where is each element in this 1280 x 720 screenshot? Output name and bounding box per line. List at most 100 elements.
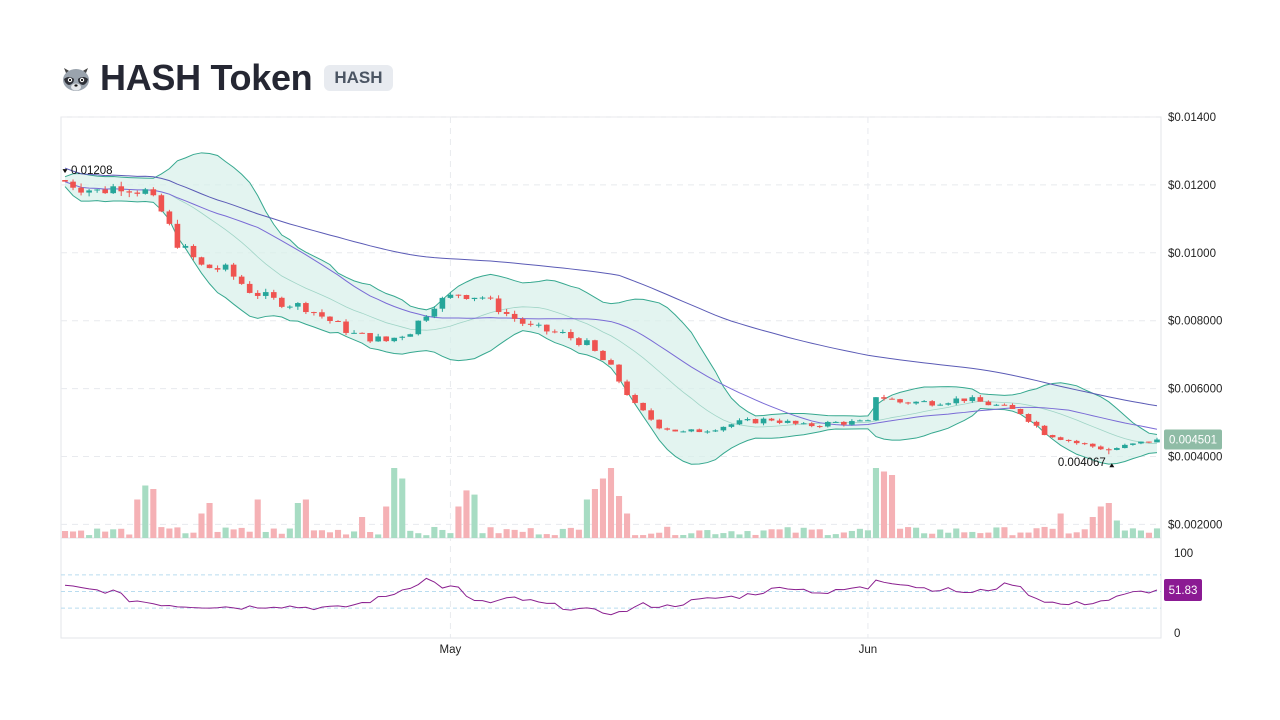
candle (319, 309, 325, 319)
candle (969, 395, 976, 403)
candle-body (712, 430, 719, 432)
candle (174, 219, 181, 249)
volume-bar (768, 529, 775, 538)
candle (985, 400, 992, 406)
volume-bar (334, 529, 342, 538)
volume-bar (664, 526, 671, 538)
candle-body (768, 418, 775, 421)
price-tick-label: $0.004000 (1168, 452, 1222, 464)
candle (640, 402, 646, 412)
candle-body (576, 338, 582, 346)
volume-bar (1073, 532, 1080, 538)
volume-bar (423, 535, 430, 538)
candle (961, 398, 968, 403)
candle-body (584, 340, 590, 346)
candle-body (230, 264, 237, 277)
volume-bar (921, 533, 928, 538)
candle-body (704, 431, 711, 433)
chart-header: HASH Token HASH (60, 56, 393, 100)
volume-bar (792, 532, 799, 538)
candle-body (913, 401, 919, 404)
volume-bar (254, 499, 261, 538)
candle-body (672, 429, 679, 432)
volume-bar (294, 503, 301, 538)
volume-bar (262, 531, 269, 538)
candle (1017, 408, 1024, 415)
candle-body (287, 306, 293, 308)
candle (230, 262, 237, 280)
rsi-line (64, 577, 1158, 616)
candlesticks (62, 179, 1160, 455)
volume-bar (158, 527, 165, 538)
candle (905, 401, 911, 405)
candle-body (431, 308, 438, 317)
volume-bar (519, 531, 526, 538)
candle-body (278, 297, 285, 307)
candle (543, 324, 550, 335)
candle-body (142, 189, 149, 194)
candle (792, 420, 799, 426)
volume-bar (776, 529, 783, 538)
volume-bar (583, 499, 590, 538)
token-title: HASH Token (100, 57, 313, 98)
volume-bar (800, 527, 807, 538)
candle (688, 429, 695, 433)
candle (206, 264, 213, 269)
candle-body (1081, 443, 1088, 445)
candle (519, 317, 526, 327)
volume-bar (840, 532, 847, 538)
volume-bar (961, 532, 968, 538)
candle-body (592, 340, 598, 351)
candle (94, 189, 100, 193)
candle-body (1138, 441, 1144, 444)
candle-body (889, 398, 895, 400)
volume-bar (977, 533, 984, 538)
candle-body (824, 421, 831, 427)
volume-bar (61, 531, 69, 538)
candle-body (110, 186, 116, 194)
candle (592, 339, 598, 352)
candle-body (206, 264, 213, 269)
volume-bar (1017, 532, 1024, 538)
candle-body (351, 332, 357, 334)
candle (1065, 439, 1072, 443)
raccoon-icon (63, 68, 89, 91)
volume-bar (985, 532, 992, 538)
volume-bar (744, 531, 751, 538)
rsi-tick-label: 100 (1174, 548, 1193, 560)
candle-body (560, 332, 566, 334)
volume-bar (551, 535, 558, 538)
volume-bar (69, 531, 77, 538)
candle-body (808, 423, 815, 427)
candle-body (503, 312, 510, 314)
candle-body (182, 245, 189, 248)
price-tick-label: $0.006000 (1168, 384, 1222, 396)
candle-body (311, 312, 317, 314)
candle (664, 427, 671, 431)
volume-bar (326, 532, 334, 538)
volume-bar (567, 527, 574, 538)
volume-bar (182, 533, 189, 538)
token-symbol-badge: HASH (324, 65, 393, 91)
rsi-tick-label: 0 (1174, 628, 1180, 640)
candle-body (158, 195, 165, 212)
candle (953, 396, 960, 406)
price-tick-label: $0.002000 (1168, 519, 1222, 531)
volume-bar (391, 468, 398, 538)
volume-bar (190, 532, 197, 538)
candle (1073, 439, 1080, 445)
candle-body (399, 336, 406, 338)
candle-body (905, 402, 911, 404)
candle (624, 379, 630, 396)
volume-bar (102, 531, 109, 538)
candle-body (511, 313, 518, 319)
volume-bar (1033, 528, 1040, 538)
candle-body (752, 419, 759, 424)
candle-body (1065, 439, 1072, 441)
candle (270, 289, 277, 300)
candle (142, 187, 149, 195)
candle (833, 421, 839, 423)
candle-body (849, 421, 855, 425)
moving-averages (64, 167, 1158, 430)
